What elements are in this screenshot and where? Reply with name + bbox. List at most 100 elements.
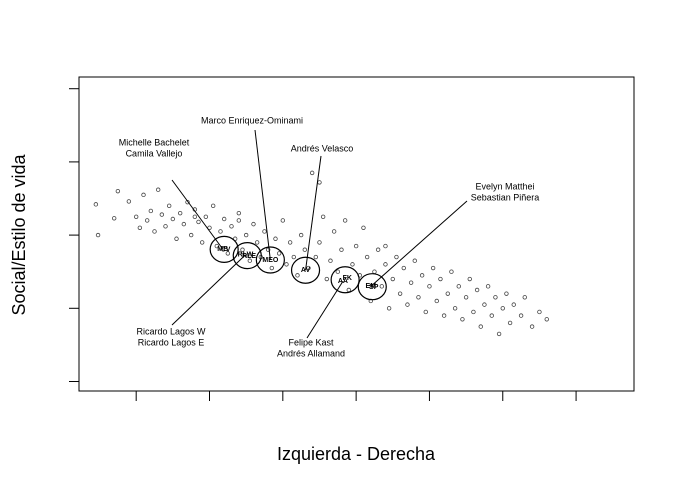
point bbox=[467, 276, 472, 282]
point bbox=[225, 251, 231, 256]
annotation-text: Ricardo Lagos E bbox=[138, 337, 205, 347]
annotation-text: Andrés Velasco bbox=[291, 143, 354, 153]
point bbox=[335, 269, 341, 274]
point bbox=[390, 276, 395, 282]
point bbox=[456, 284, 461, 289]
candidate-circle bbox=[209, 235, 239, 263]
candidate-circle bbox=[232, 241, 262, 270]
point bbox=[111, 216, 117, 221]
point bbox=[163, 224, 168, 229]
point bbox=[243, 232, 249, 238]
point bbox=[141, 192, 146, 198]
point bbox=[372, 269, 377, 274]
point bbox=[291, 254, 297, 260]
point bbox=[302, 247, 308, 252]
point bbox=[93, 202, 99, 207]
point bbox=[430, 265, 436, 271]
point bbox=[298, 232, 304, 238]
point bbox=[383, 243, 388, 249]
point bbox=[137, 225, 143, 230]
point bbox=[394, 254, 399, 260]
point bbox=[276, 251, 282, 256]
candidate-code: CV bbox=[221, 247, 231, 254]
x-axis-title: Izquierda - Derecha bbox=[277, 444, 436, 464]
point bbox=[295, 273, 300, 278]
annotation-text: Michelle Bachelet bbox=[119, 137, 190, 147]
point bbox=[383, 262, 388, 267]
point bbox=[236, 210, 242, 216]
point bbox=[375, 247, 381, 252]
point bbox=[320, 214, 326, 219]
point bbox=[236, 218, 242, 223]
point bbox=[221, 216, 227, 222]
point bbox=[188, 232, 194, 238]
point bbox=[353, 243, 359, 249]
point bbox=[441, 313, 447, 318]
annotation-leader bbox=[370, 200, 468, 287]
annotation-text: Evelyn Matthei bbox=[475, 181, 534, 191]
point bbox=[463, 295, 469, 300]
candidate-circle bbox=[330, 266, 360, 294]
point bbox=[218, 229, 223, 234]
point bbox=[95, 232, 101, 238]
point bbox=[192, 214, 198, 219]
candidate-circle bbox=[290, 256, 321, 284]
candidate-code: EM bbox=[366, 283, 377, 290]
point bbox=[306, 265, 311, 271]
point bbox=[214, 243, 220, 249]
candidate-circle bbox=[255, 246, 285, 274]
point bbox=[474, 287, 480, 293]
point bbox=[500, 306, 505, 311]
point bbox=[445, 291, 450, 296]
point bbox=[438, 276, 443, 282]
point bbox=[449, 269, 454, 274]
point bbox=[287, 240, 293, 245]
candidate-code: MEO bbox=[262, 257, 279, 264]
annotation-text: Ricardo Lagos W bbox=[136, 326, 206, 336]
point bbox=[269, 265, 275, 271]
point bbox=[203, 214, 209, 219]
point bbox=[427, 284, 432, 289]
point bbox=[317, 180, 322, 185]
point bbox=[489, 313, 494, 318]
point bbox=[408, 280, 414, 285]
annotation-leader bbox=[306, 280, 344, 339]
annotation-text: Camila Vallejo bbox=[126, 148, 183, 158]
point bbox=[144, 218, 150, 223]
point bbox=[405, 302, 410, 307]
point bbox=[229, 224, 234, 229]
point bbox=[350, 262, 355, 267]
y-axis-title: Social/Estilo de vida bbox=[9, 153, 29, 315]
point bbox=[452, 306, 458, 311]
point bbox=[170, 216, 176, 222]
point bbox=[174, 236, 179, 241]
point bbox=[265, 247, 271, 252]
annotation-leader bbox=[254, 129, 271, 261]
point bbox=[166, 203, 172, 209]
point bbox=[537, 309, 542, 315]
point bbox=[504, 291, 509, 296]
candidate-code: AV bbox=[301, 267, 311, 274]
point bbox=[199, 240, 205, 245]
point bbox=[507, 320, 513, 326]
candidate-code: SP bbox=[369, 284, 379, 291]
point bbox=[493, 295, 498, 300]
annotation-leader bbox=[171, 254, 246, 326]
point bbox=[460, 317, 465, 322]
point bbox=[339, 247, 344, 252]
point bbox=[324, 276, 330, 282]
point bbox=[210, 203, 216, 209]
point bbox=[181, 221, 187, 227]
annotation-text: Felipe Kast bbox=[288, 337, 334, 347]
point bbox=[416, 295, 421, 300]
point bbox=[115, 188, 121, 194]
point bbox=[317, 240, 322, 245]
point bbox=[284, 262, 289, 267]
point bbox=[346, 287, 352, 293]
point bbox=[254, 240, 260, 245]
annotation-text: Andrés Allamand bbox=[277, 348, 345, 358]
point bbox=[280, 218, 286, 223]
point bbox=[313, 254, 319, 260]
candidate-code: RLE bbox=[242, 253, 256, 260]
